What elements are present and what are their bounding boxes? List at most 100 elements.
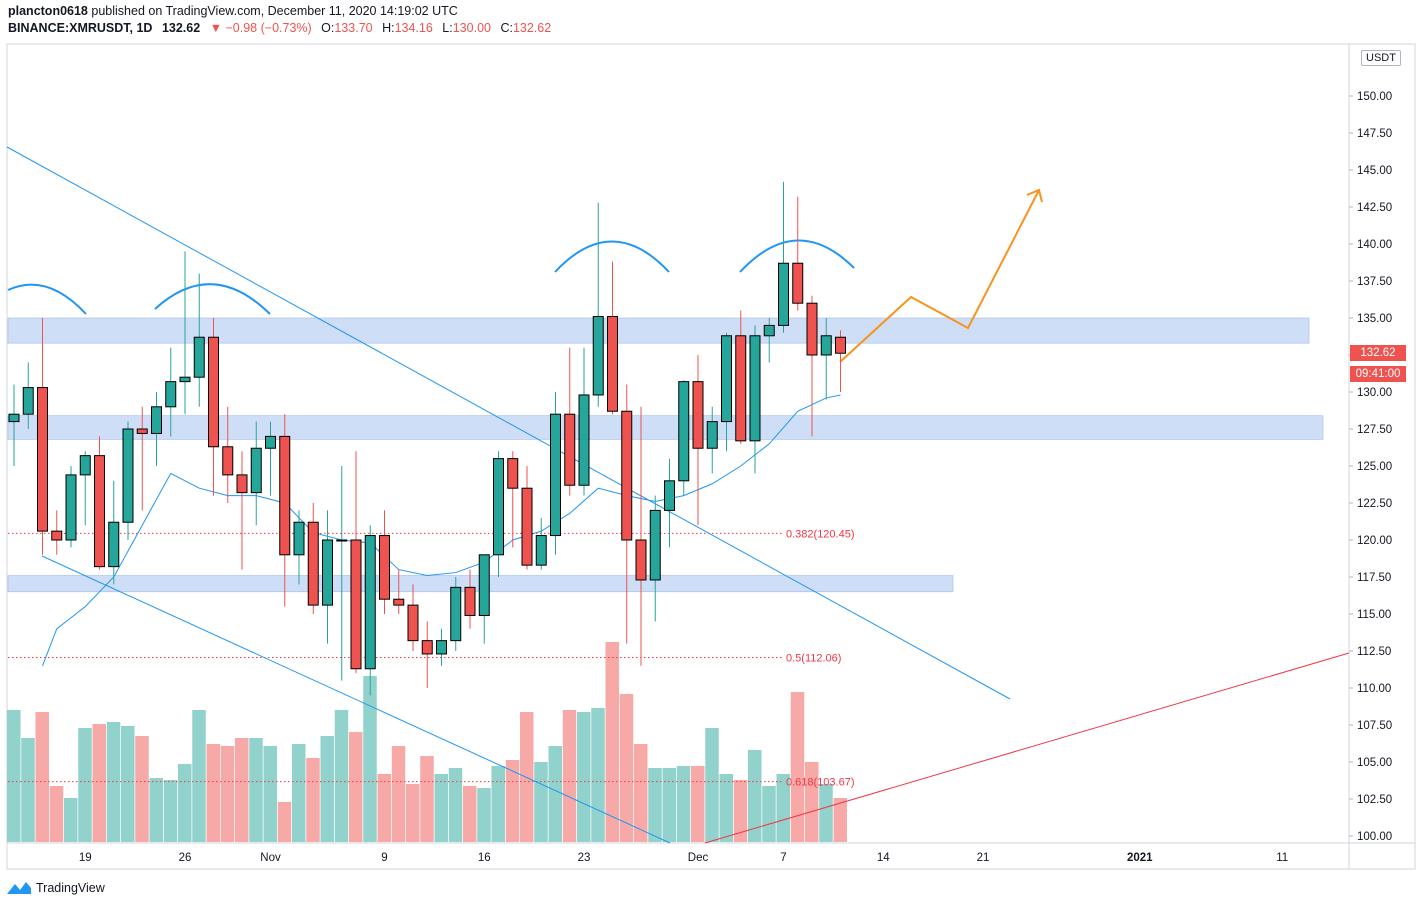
candle[interactable] <box>22 362 34 429</box>
price-zone[interactable] <box>7 415 1324 440</box>
candle[interactable] <box>678 380 690 496</box>
candle[interactable] <box>222 406 234 503</box>
candle[interactable] <box>379 510 390 614</box>
candle[interactable] <box>336 466 348 681</box>
candle[interactable] <box>436 628 447 666</box>
candle-body <box>778 262 789 326</box>
symbol-legend: BINANCE:XMRUSDT, 1D 132.62 ▼ −0.98 (−0.7… <box>8 21 551 35</box>
candle[interactable] <box>108 480 120 585</box>
time-tick-label: 21 <box>977 852 990 864</box>
candle[interactable] <box>464 569 476 629</box>
candle[interactable] <box>649 495 661 622</box>
price-axis[interactable]: 100.00 102.50 105.00 107.50 110.00 112.50 115.… <box>1349 91 1392 843</box>
time-tick-label: 26 <box>179 852 192 864</box>
candle[interactable] <box>792 196 804 311</box>
time-tick-label: 23 <box>578 852 591 864</box>
candle[interactable] <box>179 251 191 415</box>
candle-body <box>649 509 661 581</box>
candle[interactable] <box>407 584 419 651</box>
candle[interactable] <box>51 510 63 555</box>
candle[interactable] <box>621 384 633 644</box>
candle[interactable] <box>706 406 718 474</box>
candle[interactable] <box>806 295 818 437</box>
candle[interactable] <box>578 347 590 496</box>
candle[interactable] <box>535 517 547 570</box>
candle-body <box>279 435 291 556</box>
author-name[interactable]: plancton0618 <box>8 4 88 18</box>
candle[interactable] <box>778 181 789 333</box>
candle[interactable] <box>151 392 162 466</box>
volume-bar <box>805 762 819 842</box>
candle[interactable] <box>749 325 761 474</box>
candle[interactable] <box>8 384 20 466</box>
candle[interactable] <box>364 525 376 696</box>
candle[interactable] <box>250 421 262 526</box>
shoulder-arc-1[interactable] <box>7 283 87 315</box>
volume-bar <box>35 712 49 842</box>
candle[interactable] <box>307 503 319 614</box>
last-price: 132.62 <box>161 21 201 35</box>
candle[interactable] <box>550 392 561 555</box>
candle[interactable] <box>635 406 647 666</box>
candle[interactable] <box>664 458 675 548</box>
candle[interactable] <box>835 330 846 392</box>
candle[interactable] <box>450 577 462 651</box>
candle[interactable] <box>564 347 576 496</box>
candle[interactable] <box>607 261 618 415</box>
currency-label[interactable]: USDT <box>1361 50 1401 66</box>
candle[interactable] <box>293 510 305 585</box>
candle[interactable] <box>820 318 832 400</box>
candle[interactable] <box>122 421 134 540</box>
candle[interactable] <box>79 451 91 526</box>
time-tick-label: 7 <box>780 852 786 864</box>
candle-body <box>407 604 419 642</box>
candle[interactable] <box>721 332 732 452</box>
head-arc-1[interactable] <box>554 240 670 273</box>
candle[interactable] <box>37 318 48 555</box>
candle[interactable] <box>350 451 362 674</box>
candle-body <box>222 446 234 476</box>
candle[interactable] <box>136 406 148 511</box>
candle[interactable] <box>236 451 248 570</box>
candle[interactable] <box>279 414 291 607</box>
price-zone[interactable] <box>7 317 1310 344</box>
candle[interactable] <box>592 202 604 407</box>
candle[interactable] <box>421 621 433 688</box>
ascending-support-line[interactable] <box>704 652 1350 844</box>
candle[interactable] <box>65 466 77 548</box>
volume-bar <box>448 768 463 842</box>
candle[interactable] <box>94 436 105 570</box>
open-label: O: <box>321 21 335 35</box>
candle-body <box>421 640 433 655</box>
tradingview-logo[interactable]: TradingView <box>6 880 105 896</box>
candle[interactable] <box>735 310 747 444</box>
candle-body <box>763 324 775 337</box>
candle[interactable] <box>493 451 504 577</box>
candle[interactable] <box>763 318 775 363</box>
candle[interactable] <box>193 273 205 407</box>
candle-body <box>521 487 533 566</box>
shoulder-arc-2[interactable] <box>154 283 271 315</box>
price-tick-label: 112.50 <box>1357 646 1391 658</box>
candle[interactable] <box>393 569 405 614</box>
head-arc-2[interactable] <box>739 239 855 273</box>
candle[interactable] <box>692 355 704 526</box>
symbol-name[interactable]: BINANCE:XMRUSDT, 1D <box>8 21 153 35</box>
candle[interactable] <box>507 451 519 548</box>
price-tick-label: 127.50 <box>1357 424 1392 436</box>
candle[interactable] <box>265 421 276 496</box>
descending-trendline-lower[interactable] <box>41 555 671 844</box>
candle[interactable] <box>521 466 533 570</box>
volume-bar <box>192 710 206 842</box>
price-tick-label: 115.00 <box>1357 609 1391 621</box>
candle[interactable] <box>322 510 333 644</box>
moving-average-line[interactable] <box>42 394 841 666</box>
descending-trendline-upper[interactable] <box>6 146 1011 700</box>
time-axis[interactable]: 19 26 Nov 9 16 23 Dec 7 14 21 2021 11 <box>79 852 1288 864</box>
candle[interactable] <box>165 347 177 437</box>
candle[interactable] <box>478 554 490 644</box>
projection-path[interactable] <box>839 189 1040 363</box>
candle[interactable] <box>208 318 219 496</box>
candle-body <box>749 335 761 442</box>
